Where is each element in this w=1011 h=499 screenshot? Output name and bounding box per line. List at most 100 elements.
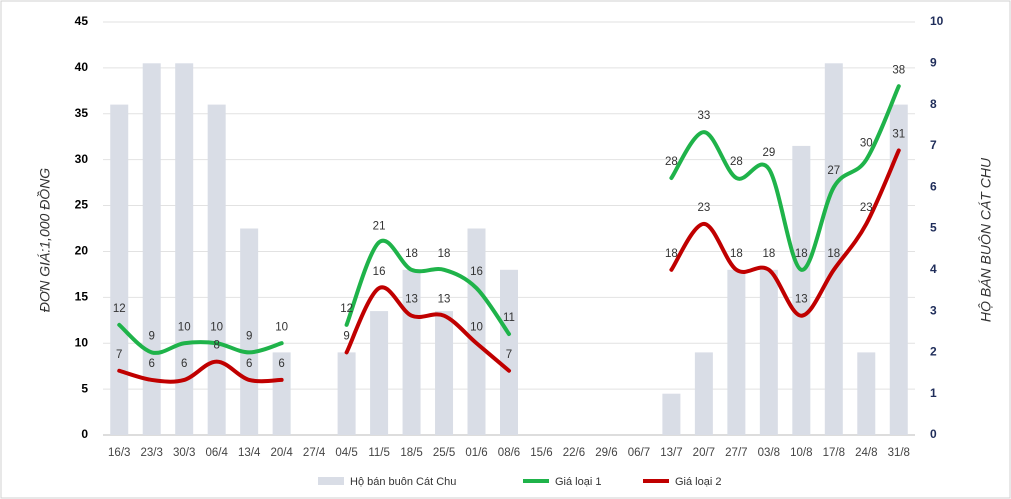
data-label: 18 [438, 248, 451, 260]
x-tick-label: 23/3 [141, 447, 163, 459]
bar [694, 352, 713, 435]
data-label: 7 [116, 349, 122, 361]
y-tick-label: 20 [75, 244, 89, 258]
data-label: 13 [438, 294, 451, 306]
bar [110, 104, 129, 435]
y2-tick-label: 8 [930, 97, 937, 111]
data-label: 11 [503, 312, 515, 324]
data-label: 12 [340, 303, 353, 315]
y-tick-label: 10 [75, 335, 89, 349]
x-tick-label: 31/8 [888, 447, 910, 459]
data-label: 10 [210, 321, 223, 333]
data-label: 9 [149, 330, 155, 342]
bar [370, 311, 389, 435]
bar [240, 228, 259, 435]
x-tick-label: 03/8 [758, 447, 780, 459]
y-axis-label: ĐƠN GIÁ:1,000 ĐỒNG [36, 168, 53, 313]
x-tick-label: 06/7 [628, 447, 650, 459]
y-tick-label: 0 [81, 427, 88, 441]
data-label: 29 [762, 147, 775, 159]
line [117, 148, 901, 384]
y2-axis-label: HỘ BÁN BUÔN CÁT CHU [978, 157, 994, 322]
data-label: 10 [470, 321, 483, 333]
data-label: 13 [795, 294, 808, 306]
x-tick-label: 18/5 [400, 447, 422, 459]
data-label: 8 [213, 340, 219, 352]
y-tick-label: 25 [75, 198, 89, 212]
bar [467, 228, 486, 435]
x-tick-label: 25/5 [433, 447, 455, 459]
x-tick-label: 22/6 [563, 447, 585, 459]
bar [435, 311, 454, 435]
x-tick-label: 20/7 [693, 447, 715, 459]
bar [142, 63, 161, 436]
bar [500, 269, 518, 435]
y2-tick-label: 0 [930, 427, 937, 441]
data-label: 6 [181, 358, 187, 370]
data-label: 10 [275, 321, 288, 333]
x-tick-label: 17/8 [823, 447, 845, 459]
bar [759, 269, 778, 435]
x-tick-label: 04/5 [335, 447, 357, 459]
y-tick-label: 35 [75, 106, 89, 120]
y-tick-label: 30 [75, 152, 89, 166]
bar [207, 104, 226, 435]
data-label: 18 [827, 248, 840, 260]
data-label: 6 [246, 358, 252, 370]
x-tick-label: 15/6 [530, 447, 552, 459]
bar [272, 352, 291, 435]
y-tick-label: 40 [75, 60, 89, 74]
y2-tick-label: 10 [930, 14, 944, 28]
x-tick-label: 01/6 [465, 447, 487, 459]
data-label: 13 [405, 294, 418, 306]
data-label: 23 [697, 202, 710, 214]
bar [857, 352, 876, 435]
data-label: 18 [795, 248, 808, 260]
data-label: 10 [178, 321, 191, 333]
x-tick-label: 24/8 [855, 447, 877, 459]
y2-tick-label: 5 [930, 221, 937, 235]
y-tick-label: 45 [75, 14, 89, 28]
data-label: 28 [730, 156, 743, 168]
data-label: 7 [506, 349, 512, 361]
x-tick-label: 29/6 [595, 447, 617, 459]
data-label: 21 [373, 220, 386, 232]
data-label: 38 [892, 64, 905, 76]
x-tick-label: 27/7 [725, 447, 747, 459]
bar [824, 63, 843, 436]
data-label: 6 [278, 358, 284, 370]
data-label: 16 [470, 266, 483, 278]
legend-label: Giá loại 1 [555, 476, 601, 488]
line [117, 84, 901, 355]
data-label: 6 [149, 358, 155, 370]
y2-tick-label: 1 [930, 386, 937, 400]
data-label: 18 [730, 248, 743, 260]
data-label: 18 [762, 248, 775, 260]
legend-label: Hộ bán buôn Cát Chu [350, 476, 456, 488]
data-label: 28 [665, 156, 678, 168]
data-label: 23 [860, 202, 873, 214]
bar [727, 269, 746, 435]
x-tick-label: 30/3 [173, 447, 195, 459]
x-tick-label: 10/8 [790, 447, 812, 459]
y2-tick-label: 7 [930, 138, 937, 152]
legend-label: Giá loại 2 [675, 476, 721, 488]
bar [792, 145, 811, 435]
x-tick-label: 13/4 [238, 447, 261, 459]
x-tick-label: 11/5 [368, 447, 390, 459]
y-tick-label: 5 [81, 381, 88, 395]
x-tick-label: 20/4 [270, 447, 293, 459]
data-label: 18 [405, 248, 418, 260]
x-tick-label: 27/4 [303, 447, 326, 459]
x-tick-label: 16/3 [108, 447, 130, 459]
y2-tick-label: 2 [930, 345, 937, 359]
y2-tick-label: 9 [930, 55, 937, 69]
data-label: 33 [697, 110, 710, 122]
data-label: 27 [827, 165, 840, 177]
y2-tick-label: 4 [930, 262, 937, 276]
x-tick-label: 08/6 [498, 447, 520, 459]
data-label: 30 [860, 138, 873, 150]
y-tick-label: 15 [75, 290, 89, 304]
bar [337, 352, 356, 435]
